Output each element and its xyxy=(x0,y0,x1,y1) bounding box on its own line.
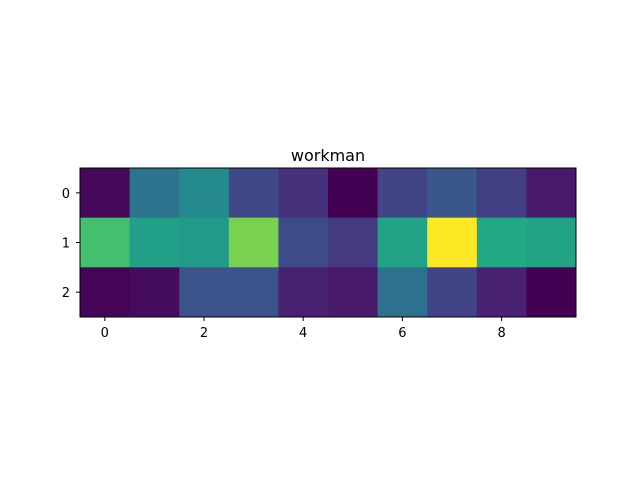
heatmap-cell-r0-c2 xyxy=(179,168,230,219)
heatmap-cell-r2-c4 xyxy=(278,267,329,318)
heatmap-cell-r2-c6 xyxy=(377,267,428,318)
y-tick-label: 0 xyxy=(62,187,70,202)
heatmap-cell-r2-c3 xyxy=(228,267,279,318)
heatmap-cell-r2-c9 xyxy=(526,267,577,318)
x-tick-label: 2 xyxy=(200,326,208,341)
x-tick-label: 0 xyxy=(101,326,109,341)
heatmap-cell-r2-c2 xyxy=(179,267,230,318)
heatmap-cell-r0-c8 xyxy=(476,168,527,219)
heatmap-cell-r1-c9 xyxy=(526,217,577,268)
x-tick-label: 6 xyxy=(398,326,406,341)
heatmap-cell-r0-c0 xyxy=(80,168,131,219)
heatmap-cell-r0-c5 xyxy=(328,168,379,219)
heatmap-cell-r2-c8 xyxy=(476,267,527,318)
chart-title: workman xyxy=(291,146,365,165)
heatmap-cell-r1-c1 xyxy=(129,217,180,268)
heatmap-cells xyxy=(80,168,577,318)
y-axis: 0 1 2 xyxy=(62,187,80,301)
heatmap-cell-r2-c7 xyxy=(427,267,478,318)
heatmap-cell-r1-c2 xyxy=(179,217,230,268)
heatmap-cell-r0-c9 xyxy=(526,168,577,219)
heatmap-cell-r1-c8 xyxy=(476,217,527,268)
heatmap-cell-r1-c7 xyxy=(427,217,478,268)
x-axis: 0 2 4 6 8 xyxy=(101,317,506,341)
heatmap-cell-r2-c1 xyxy=(129,267,180,318)
heatmap-cell-r2-c5 xyxy=(328,267,379,318)
heatmap-cell-r0-c7 xyxy=(427,168,478,219)
heatmap-cell-r1-c0 xyxy=(80,217,131,268)
heatmap-cell-r0-c4 xyxy=(278,168,329,219)
heatmap-cell-r1-c3 xyxy=(228,217,279,268)
heatmap-cell-r1-c5 xyxy=(328,217,379,268)
x-tick-label: 4 xyxy=(299,326,307,341)
y-tick-label: 2 xyxy=(62,286,70,301)
x-tick-label: 8 xyxy=(497,326,505,341)
heatmap-cell-r1-c6 xyxy=(377,217,428,268)
heatmap-cell-r0-c6 xyxy=(377,168,428,219)
heatmap-cell-r2-c0 xyxy=(80,267,131,318)
y-tick-label: 1 xyxy=(62,237,70,252)
heatmap-cell-r1-c4 xyxy=(278,217,329,268)
heatmap-cell-r0-c1 xyxy=(129,168,180,219)
heatmap-cell-r0-c3 xyxy=(228,168,279,219)
